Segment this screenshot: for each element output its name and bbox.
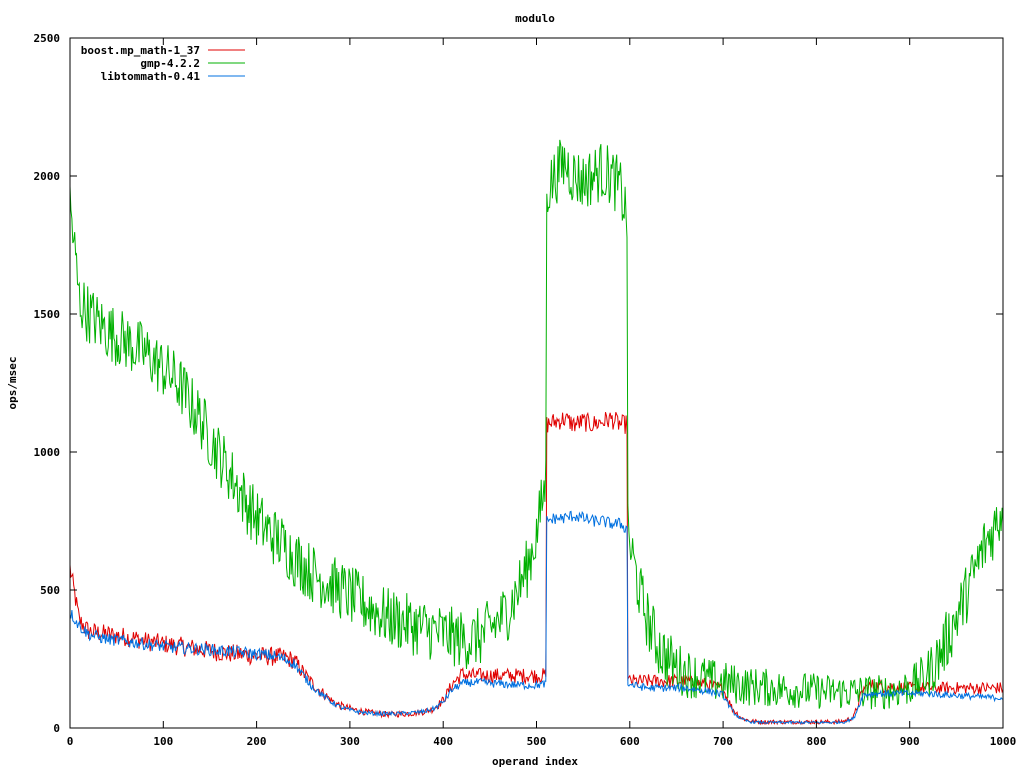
y-tick-label: 2000 (34, 170, 61, 183)
legend: boost.mp_math-1_37gmp-4.2.2libtommath-0.… (81, 44, 245, 83)
series-line-0 (69, 411, 1004, 726)
chart-title: modulo (515, 12, 555, 25)
series-line-2 (69, 510, 1004, 725)
y-tick-label: 2500 (34, 32, 61, 45)
y-tick-label: 0 (53, 722, 60, 735)
y-tick-label: 1000 (34, 446, 61, 459)
x-tick-label: 700 (713, 735, 733, 748)
series-group (69, 139, 1004, 726)
legend-label-0: boost.mp_math-1_37 (81, 44, 200, 57)
x-tick-label: 100 (153, 735, 173, 748)
x-axis-label: operand index (492, 755, 578, 768)
x-tick-label: 500 (527, 735, 547, 748)
y-axis-label: ops/msec (6, 357, 19, 410)
legend-label-1: gmp-4.2.2 (140, 57, 200, 70)
x-tick-label: 1000 (990, 735, 1017, 748)
x-tick-label: 800 (806, 735, 826, 748)
x-tick-label: 0 (67, 735, 74, 748)
legend-label-2: libtommath-0.41 (101, 70, 201, 83)
y-tick-label: 500 (40, 584, 60, 597)
x-tick-label: 300 (340, 735, 360, 748)
x-tick-label: 600 (620, 735, 640, 748)
x-tick-label: 400 (433, 735, 453, 748)
x-tick-label: 900 (900, 735, 920, 748)
y-tick-label: 1500 (34, 308, 61, 321)
x-tick-label: 200 (247, 735, 267, 748)
series-line-1 (69, 139, 1004, 710)
axis-ticks: 0 100 200 300 400 500 600 700 800 900 1000 0 500 1000… (34, 32, 1017, 748)
